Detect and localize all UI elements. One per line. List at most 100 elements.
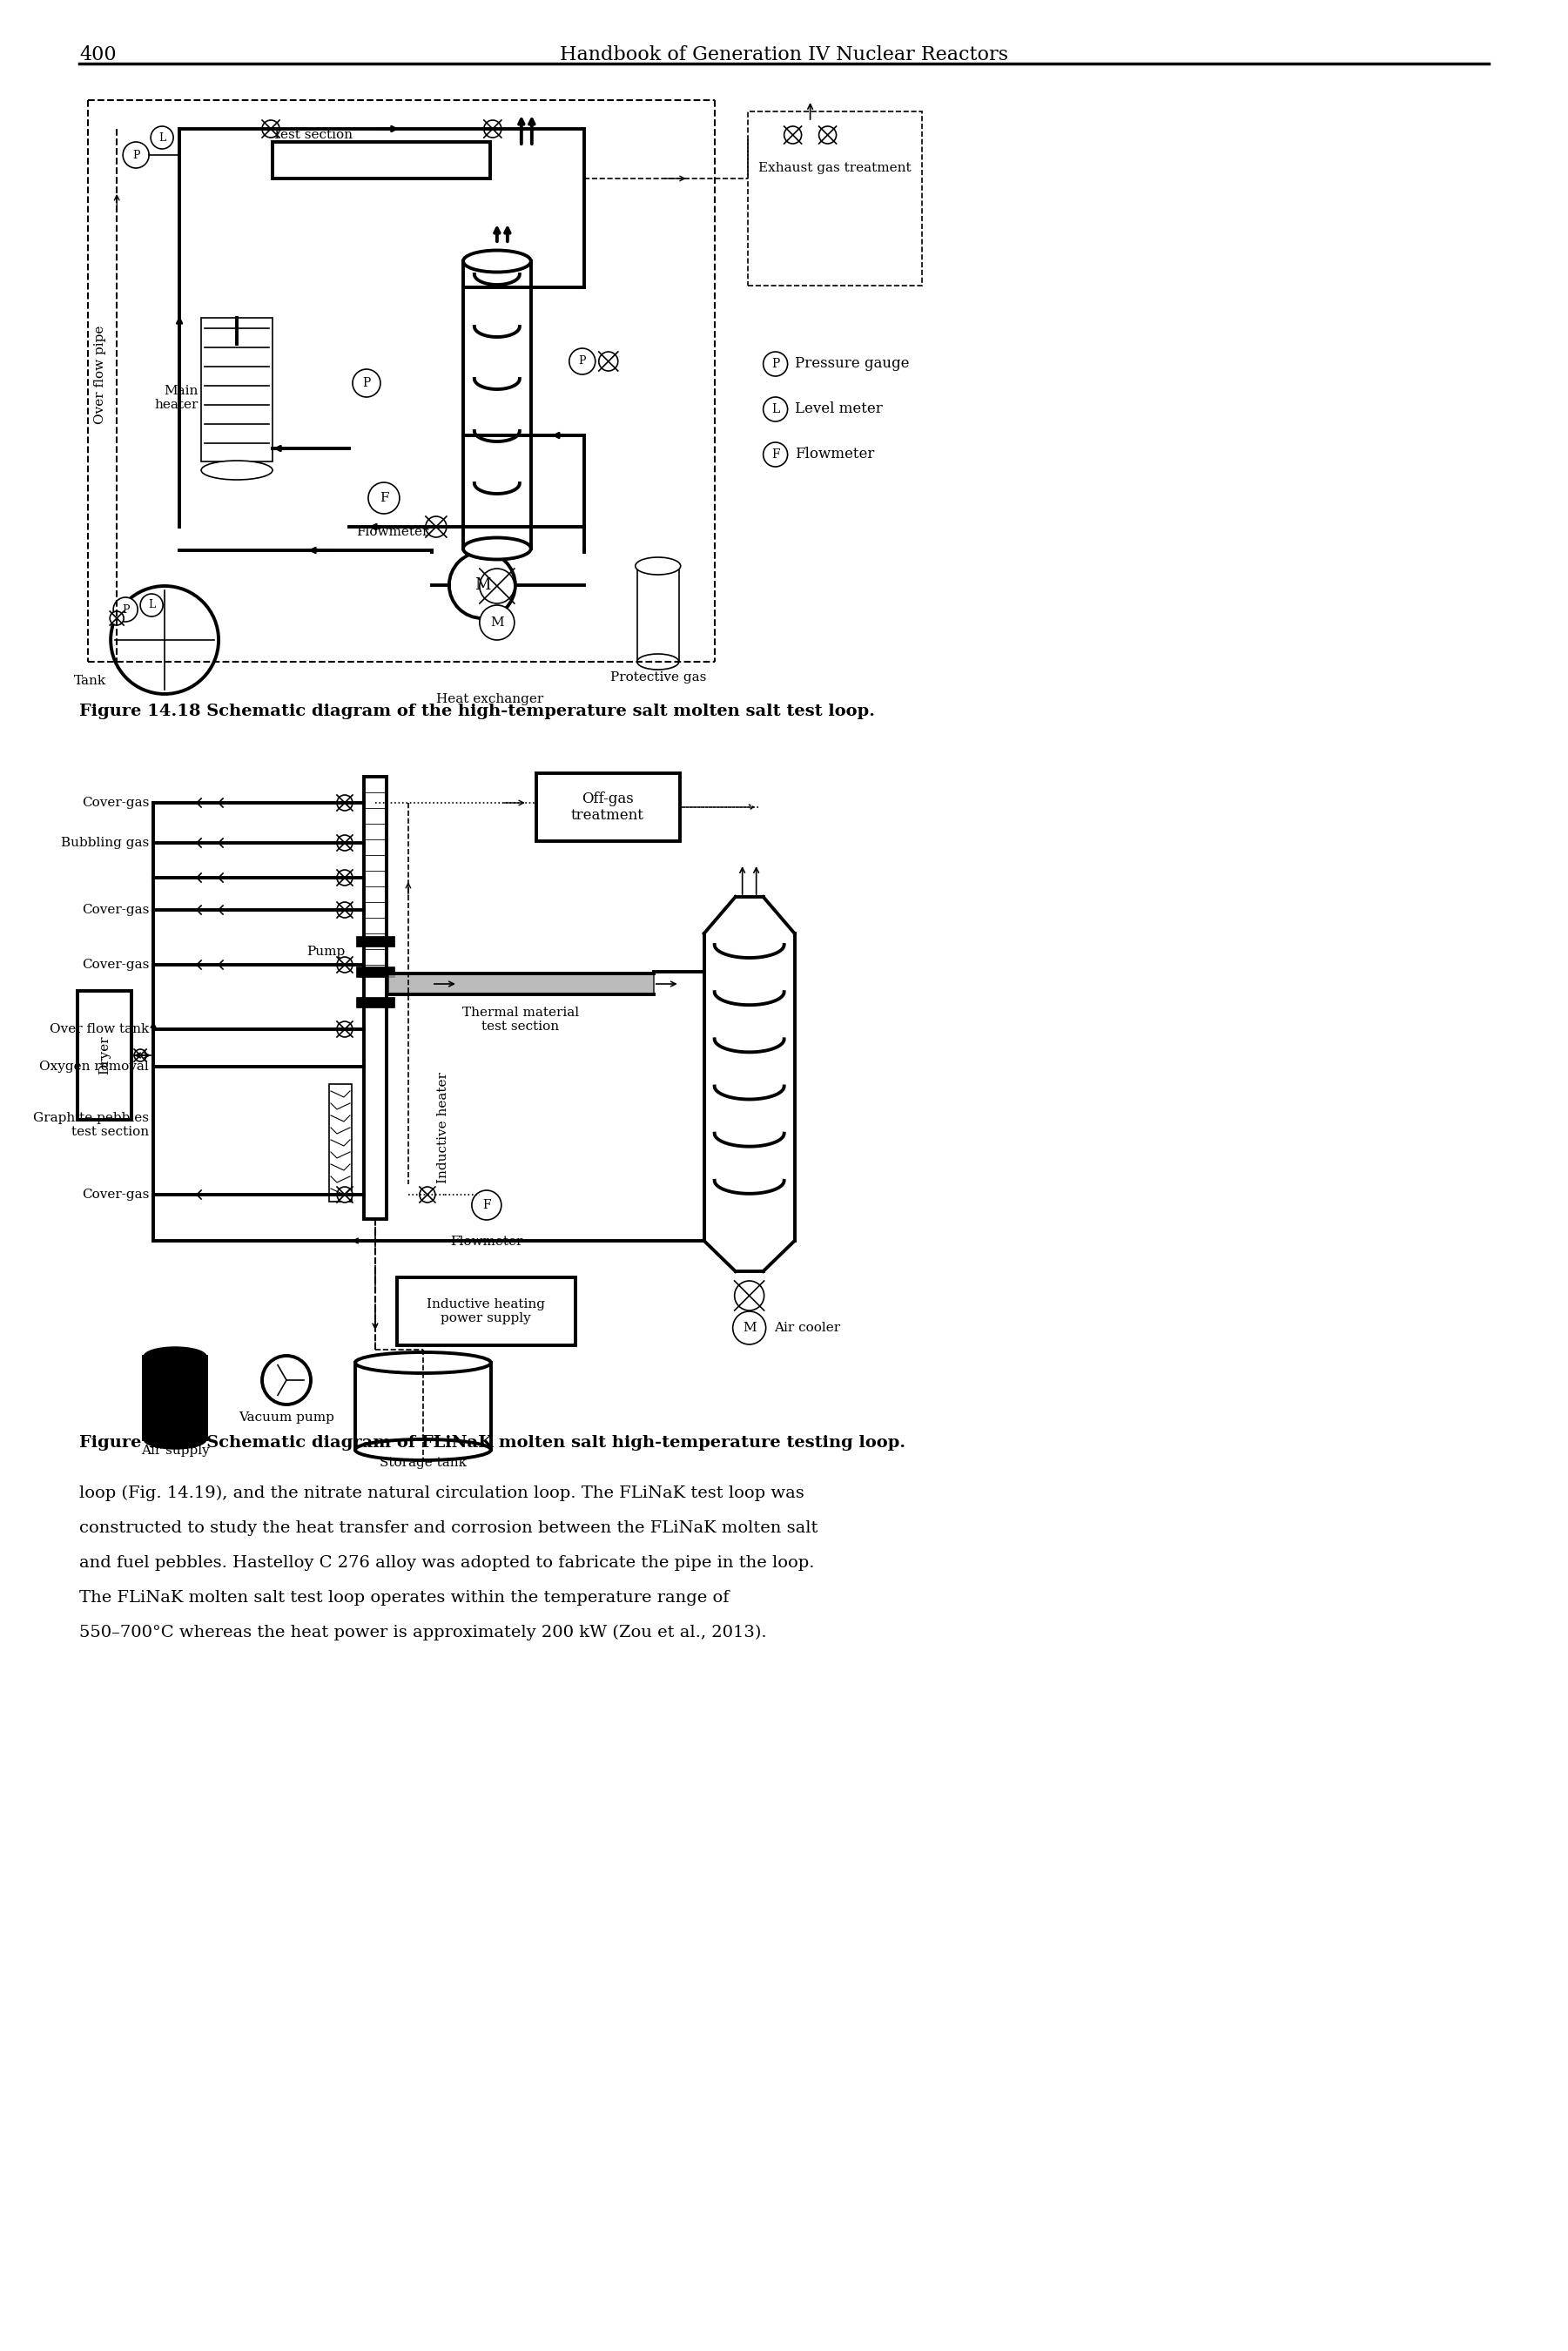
Text: The FLiNaK molten salt test loop operates within the temperature range of: The FLiNaK molten salt test loop operate… (80, 1589, 729, 1606)
Ellipse shape (144, 1429, 207, 1448)
Bar (389, 973, 654, 994)
Text: Inductive heater: Inductive heater (437, 1072, 448, 1183)
Bar (356, 997, 394, 1009)
Text: L: L (771, 402, 779, 416)
Text: M: M (474, 578, 491, 592)
Text: Main
heater: Main heater (155, 386, 199, 411)
Text: Storage tank: Storage tank (379, 1458, 467, 1469)
Text: P: P (122, 604, 129, 616)
Text: Level meter: Level meter (795, 402, 883, 416)
Circle shape (764, 442, 787, 468)
Text: Flowmeter: Flowmeter (795, 447, 873, 461)
Circle shape (784, 127, 801, 143)
Ellipse shape (201, 461, 273, 480)
Text: loop (Fig. 14.19), and the nitrate natural circulation loop. The FLiNaK test loo: loop (Fig. 14.19), and the nitrate natur… (80, 1486, 804, 1502)
Circle shape (448, 552, 516, 618)
Text: Inductive heating
power supply: Inductive heating power supply (426, 1298, 546, 1324)
Text: L: L (147, 600, 155, 611)
Circle shape (764, 353, 787, 376)
Text: Test section: Test section (273, 129, 353, 141)
Circle shape (480, 569, 514, 604)
Text: Handbook of Generation IV Nuclear Reactors: Handbook of Generation IV Nuclear Reacto… (560, 45, 1008, 63)
Text: Flowmeter: Flowmeter (356, 527, 430, 538)
Text: 400: 400 (80, 45, 116, 63)
Text: Figure 14.19 Schematic diagram of FLiNaK molten salt high-temperature testing lo: Figure 14.19 Schematic diagram of FLiNaK… (80, 1434, 906, 1451)
Bar (356, 936, 394, 947)
Bar (536, 773, 679, 842)
Text: Pump: Pump (306, 945, 345, 957)
Text: L: L (158, 132, 166, 143)
Circle shape (113, 597, 138, 621)
Circle shape (262, 120, 279, 139)
Text: Cover-gas: Cover-gas (82, 959, 149, 971)
Ellipse shape (144, 1347, 207, 1366)
Circle shape (472, 1190, 502, 1220)
Circle shape (140, 595, 163, 616)
Text: Pressure gauge: Pressure gauge (795, 357, 909, 371)
Text: F: F (771, 449, 779, 461)
Text: Graphite pebbles
test section: Graphite pebbles test section (33, 1112, 149, 1138)
Text: and fuel pebbles. Hastelloy C 276 alloy was adopted to fabricate the pipe in the: and fuel pebbles. Hastelloy C 276 alloy … (80, 1554, 815, 1570)
Bar (201, 317, 273, 461)
Text: M: M (743, 1321, 756, 1333)
Circle shape (764, 397, 787, 421)
Bar (356, 966, 394, 978)
Circle shape (420, 1187, 436, 1201)
Bar (397, 1277, 575, 1345)
Text: Dryer: Dryer (99, 1037, 111, 1074)
Circle shape (337, 835, 353, 851)
Circle shape (425, 517, 447, 538)
Text: Vacuum pump: Vacuum pump (238, 1411, 334, 1425)
Text: P: P (362, 376, 370, 390)
Text: Exhaust gas treatment: Exhaust gas treatment (757, 162, 911, 174)
Circle shape (599, 353, 618, 371)
Text: Cover-gas: Cover-gas (82, 1190, 149, 1201)
Ellipse shape (463, 249, 532, 273)
Text: Off-gas
treatment: Off-gas treatment (571, 792, 644, 823)
Text: F: F (483, 1199, 491, 1211)
Text: Oxygen removal: Oxygen removal (39, 1060, 149, 1072)
Circle shape (337, 1187, 353, 1201)
Text: Figure 14.18 Schematic diagram of the high-temperature salt molten salt test loo: Figure 14.18 Schematic diagram of the hi… (80, 703, 875, 719)
Text: Tank: Tank (74, 675, 107, 686)
Ellipse shape (356, 1352, 491, 1373)
Text: Heat exchanger: Heat exchanger (436, 694, 544, 705)
Text: Thermal material
test section: Thermal material test section (463, 1006, 579, 1032)
Circle shape (818, 127, 836, 143)
Circle shape (734, 1281, 764, 1310)
Circle shape (337, 795, 353, 811)
Circle shape (368, 482, 400, 515)
Circle shape (110, 611, 124, 625)
Circle shape (122, 141, 149, 167)
Bar (78, 990, 132, 1119)
Bar (329, 1084, 351, 1201)
Text: constructed to study the heat transfer and corrosion between the FLiNaK molten s: constructed to study the heat transfer a… (80, 1521, 818, 1535)
Text: P: P (771, 357, 779, 369)
Ellipse shape (356, 1439, 491, 1460)
Bar (364, 776, 386, 1220)
Text: Protective gas: Protective gas (610, 672, 706, 684)
Circle shape (111, 585, 218, 694)
Text: Bubbling gas: Bubbling gas (61, 837, 149, 849)
Text: Air supply: Air supply (141, 1444, 210, 1458)
Ellipse shape (635, 557, 681, 574)
Circle shape (480, 604, 514, 639)
Text: Air cooler: Air cooler (773, 1321, 840, 1333)
Bar (637, 567, 679, 661)
Text: F: F (379, 491, 389, 503)
Text: Cover-gas: Cover-gas (82, 797, 149, 809)
Circle shape (337, 957, 353, 973)
Circle shape (337, 870, 353, 886)
Circle shape (485, 120, 502, 139)
Circle shape (135, 1049, 146, 1060)
Circle shape (732, 1312, 765, 1345)
Circle shape (151, 127, 174, 148)
Text: P: P (132, 150, 140, 160)
Text: M: M (491, 616, 503, 628)
Circle shape (337, 903, 353, 917)
Circle shape (569, 348, 596, 374)
Text: Over flow tank: Over flow tank (50, 1023, 149, 1034)
Text: Flowmeter: Flowmeter (450, 1237, 522, 1248)
Text: P: P (579, 355, 586, 367)
Text: Over flow pipe: Over flow pipe (94, 324, 107, 423)
